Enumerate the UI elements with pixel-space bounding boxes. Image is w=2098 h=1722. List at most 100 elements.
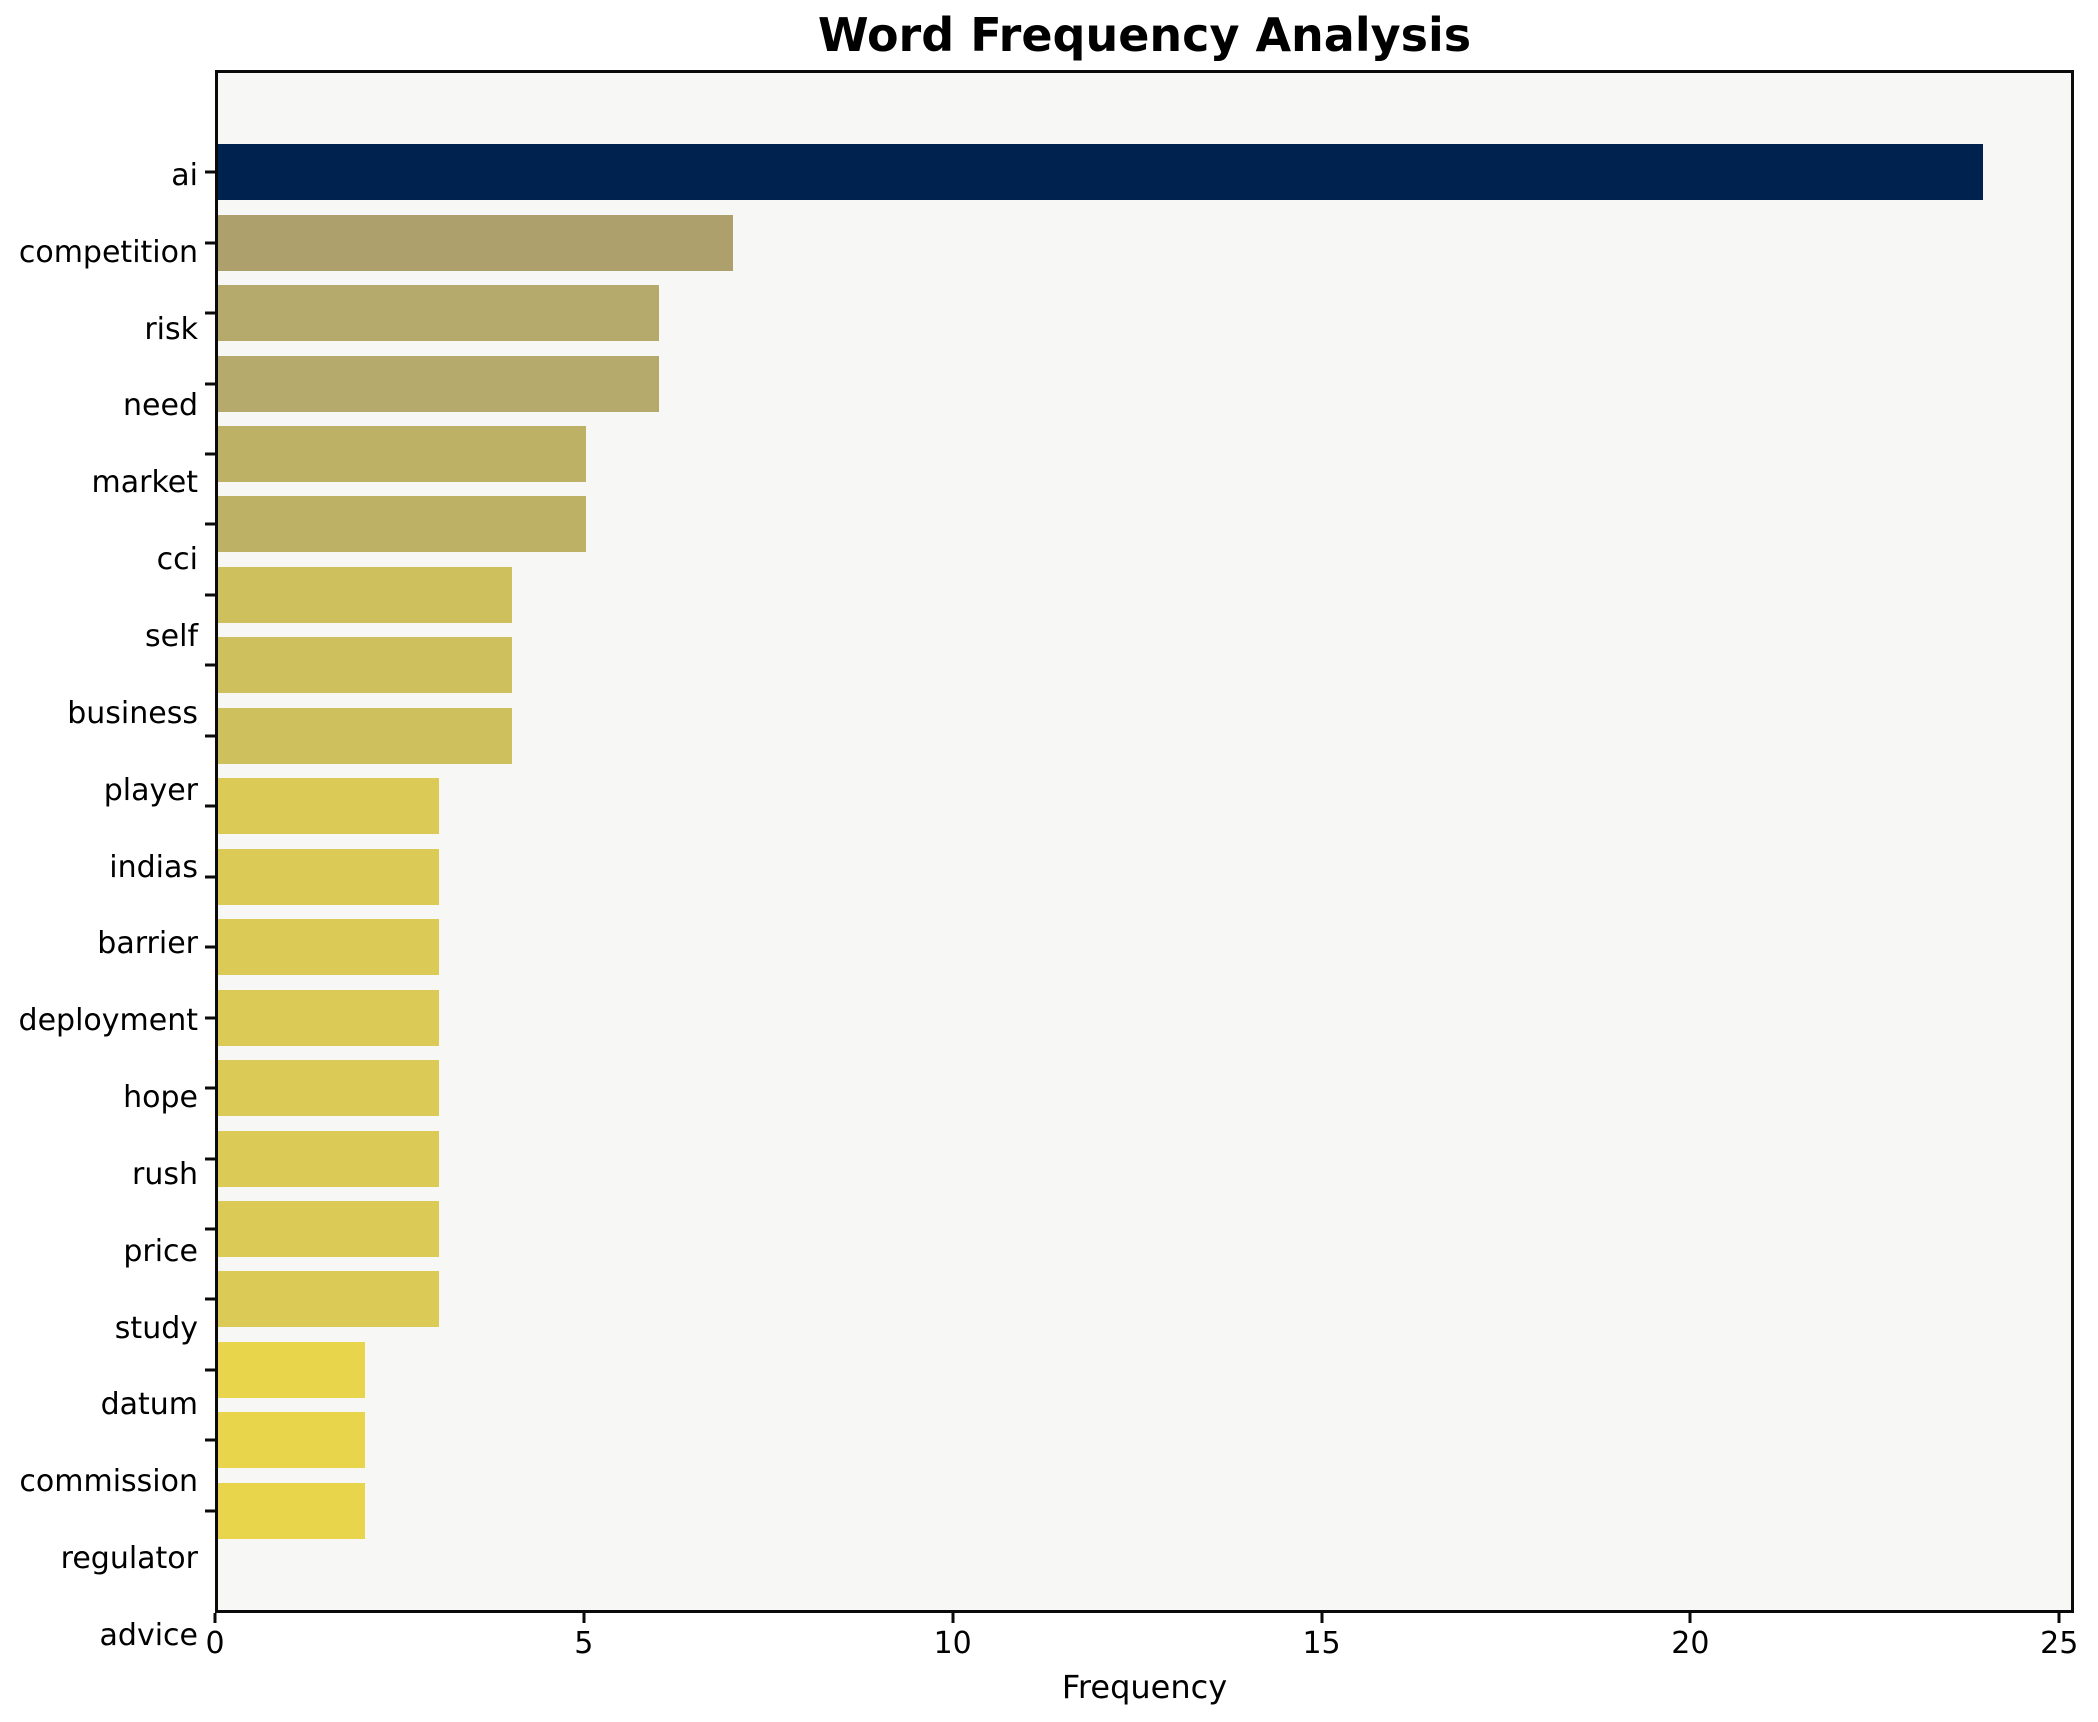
- y-label-datum: datum: [100, 1387, 198, 1423]
- x-axis-label: Frequency: [1061, 1668, 1228, 1706]
- y-label-advice: advice: [99, 1617, 198, 1653]
- y-label-cci: cci: [156, 542, 198, 578]
- bar-row-rush: [218, 1053, 2071, 1123]
- x-tick-25: [2057, 1613, 2061, 1623]
- bar-row-study: [218, 1194, 2071, 1264]
- bar-row-self: [218, 560, 2071, 630]
- bar-business: [218, 637, 513, 694]
- y-label-regulator: regulator: [60, 1541, 198, 1577]
- y-label-row-indias: indias: [0, 829, 198, 906]
- bar-row-deployment: [218, 912, 2071, 982]
- x-tick-label-0: 0: [205, 1626, 225, 1661]
- y-label-row-commission: commission: [0, 1443, 198, 1520]
- bar-row-market: [218, 419, 2071, 489]
- bar-row-advice: [218, 1476, 2071, 1546]
- y-label-row-barrier: barrier: [0, 905, 198, 982]
- bar-indias: [218, 778, 439, 835]
- bar-row-player: [218, 701, 2071, 771]
- bar-barrier: [218, 848, 439, 905]
- x-axis-ticks: [213, 1613, 2074, 1625]
- bar-market: [218, 426, 586, 483]
- bar-row-regulator: [218, 1405, 2071, 1475]
- x-tick-0: [213, 1613, 217, 1623]
- bar-deployment: [218, 919, 439, 976]
- bar-regulator: [218, 1412, 366, 1469]
- bar-row-competition: [218, 207, 2071, 277]
- plot-area: [215, 70, 2074, 1613]
- bar-price: [218, 1130, 439, 1187]
- y-label-row-hope: hope: [0, 1059, 198, 1136]
- y-label-row-market: market: [0, 444, 198, 521]
- chart-title: Word Frequency Analysis: [817, 8, 1472, 62]
- bar-ai: [218, 144, 1983, 201]
- y-label-row-price: price: [0, 1213, 198, 1290]
- y-label-row-advice: advice: [0, 1597, 198, 1674]
- x-tick-label-15: 15: [1302, 1626, 1341, 1661]
- y-label-barrier: barrier: [97, 926, 198, 962]
- bar-datum: [218, 1271, 439, 1328]
- bar-player: [218, 707, 513, 764]
- bar-row-commission: [218, 1335, 2071, 1405]
- bar-row-barrier: [218, 842, 2071, 912]
- y-axis-labels: ai competition risk need market cci self busine…: [0, 73, 198, 1722]
- y-label-market: market: [91, 465, 198, 501]
- bar-cci: [218, 496, 586, 553]
- bars-container: [218, 73, 2071, 1610]
- y-label-row-risk: risk: [0, 291, 198, 368]
- bar-row-price: [218, 1123, 2071, 1193]
- y-label-study: study: [114, 1310, 198, 1346]
- x-tick-15: [1320, 1613, 1324, 1623]
- y-label-row-business: business: [0, 675, 198, 752]
- y-label-need: need: [123, 388, 198, 424]
- y-label-player: player: [103, 772, 198, 808]
- bar-self: [218, 566, 513, 623]
- y-label-row-deployment: deployment: [0, 982, 198, 1059]
- bar-need: [218, 355, 660, 412]
- y-label-row-self: self: [0, 598, 198, 675]
- y-label-row-study: study: [0, 1290, 198, 1367]
- y-label-ai: ai: [171, 157, 198, 193]
- y-label-self: self: [145, 618, 198, 654]
- y-label-row-datum: datum: [0, 1367, 198, 1444]
- x-tick-10: [951, 1613, 955, 1623]
- y-label-deployment: deployment: [18, 1003, 198, 1039]
- bar-row-datum: [218, 1264, 2071, 1334]
- bar-commission: [218, 1341, 366, 1398]
- bar-risk: [218, 285, 660, 342]
- bar-row-ai: [218, 137, 2071, 207]
- y-label-row-regulator: regulator: [0, 1520, 198, 1597]
- bar-hope: [218, 989, 439, 1046]
- y-label-price: price: [123, 1233, 198, 1269]
- bar-competition: [218, 214, 733, 271]
- bar-row-indias: [218, 771, 2071, 841]
- y-label-competition: competition: [18, 234, 198, 270]
- y-label-rush: rush: [132, 1156, 198, 1192]
- y-label-row-need: need: [0, 368, 198, 445]
- bar-rush: [218, 1060, 439, 1117]
- x-tick-20: [1688, 1613, 1692, 1623]
- y-label-row-rush: rush: [0, 1136, 198, 1213]
- y-label-row-cci: cci: [0, 521, 198, 598]
- y-label-indias: indias: [109, 849, 198, 885]
- bar-study: [218, 1201, 439, 1258]
- y-label-row-competition: competition: [0, 214, 198, 291]
- bar-advice: [218, 1482, 366, 1539]
- bar-row-need: [218, 348, 2071, 418]
- x-tick-label-20: 20: [1671, 1626, 1710, 1661]
- y-label-business: business: [67, 695, 198, 731]
- x-axis-tick-labels: 0 5 10 15 20 25: [205, 1626, 2078, 1666]
- x-tick-5: [582, 1613, 586, 1623]
- bar-row-business: [218, 630, 2071, 700]
- bar-row-hope: [218, 982, 2071, 1052]
- y-label-risk: risk: [144, 311, 198, 347]
- y-label-row-player: player: [0, 752, 198, 829]
- bar-row-risk: [218, 278, 2071, 348]
- y-label-row-ai: ai: [0, 137, 198, 214]
- bar-row-cci: [218, 489, 2071, 559]
- x-tick-label-25: 25: [2040, 1626, 2079, 1661]
- y-label-commission: commission: [19, 1464, 198, 1500]
- x-tick-label-10: 10: [933, 1626, 972, 1661]
- y-label-hope: hope: [123, 1080, 198, 1116]
- x-tick-label-5: 5: [574, 1626, 594, 1661]
